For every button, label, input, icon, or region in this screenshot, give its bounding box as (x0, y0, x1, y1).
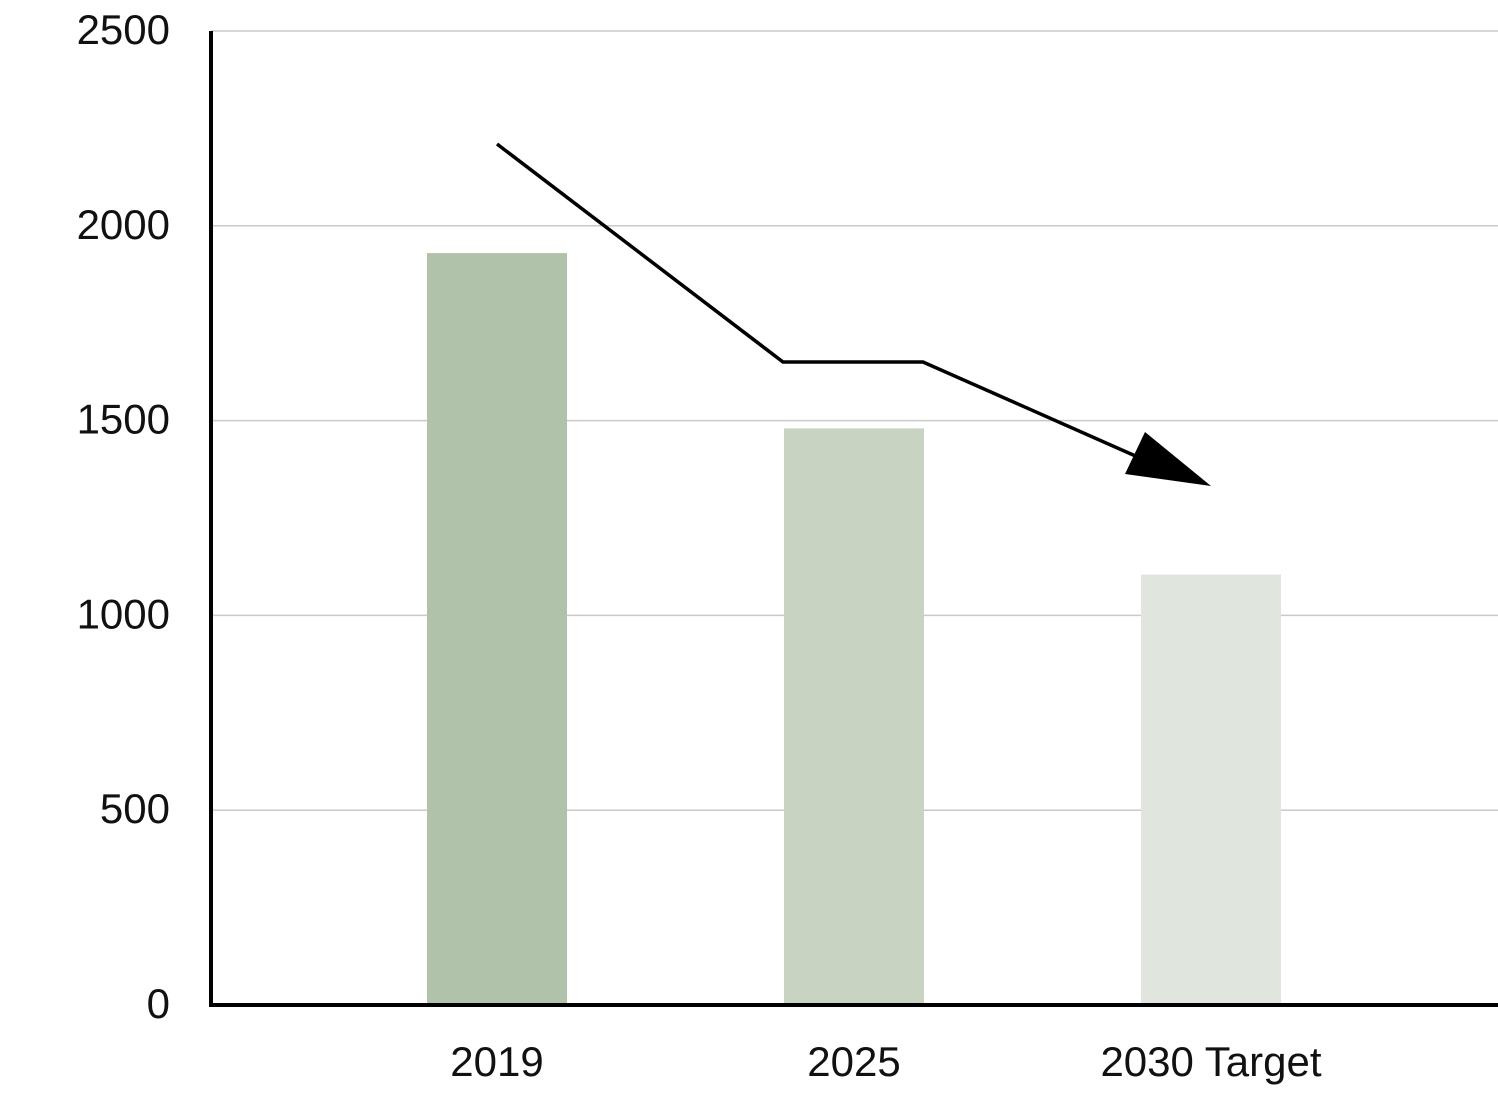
x-tick-label-2025: 2025 (807, 1038, 900, 1085)
y-tick-label-2000: 2000 (77, 201, 170, 248)
trend-arrow-head (1125, 432, 1211, 486)
trend-arrow-line (495, 142, 1141, 460)
x-tick-label-2030-target: 2030 Target (1100, 1038, 1321, 1085)
y-tick-label-2500: 2500 (77, 6, 170, 53)
axis-layer (209, 31, 1498, 1007)
y-tick-label-1500: 1500 (77, 396, 170, 443)
y-tick-labels: 0 500 1000 1500 2000 2500 (77, 6, 170, 1027)
bar-2019 (427, 253, 567, 1005)
bar-2025 (784, 428, 924, 1006)
bar-2030-target (1141, 574, 1281, 1005)
y-tick-label-0: 0 (147, 980, 170, 1027)
bar-layer (427, 253, 1281, 1006)
x-tick-label-2019: 2019 (450, 1038, 543, 1085)
y-tick-label-500: 500 (100, 785, 170, 832)
y-tick-label-1000: 1000 (77, 590, 170, 637)
x-tick-labels: 2019 2025 2030 Target (450, 1038, 1322, 1085)
trend-arrow (495, 142, 1211, 486)
grid-layer (211, 30, 1498, 811)
